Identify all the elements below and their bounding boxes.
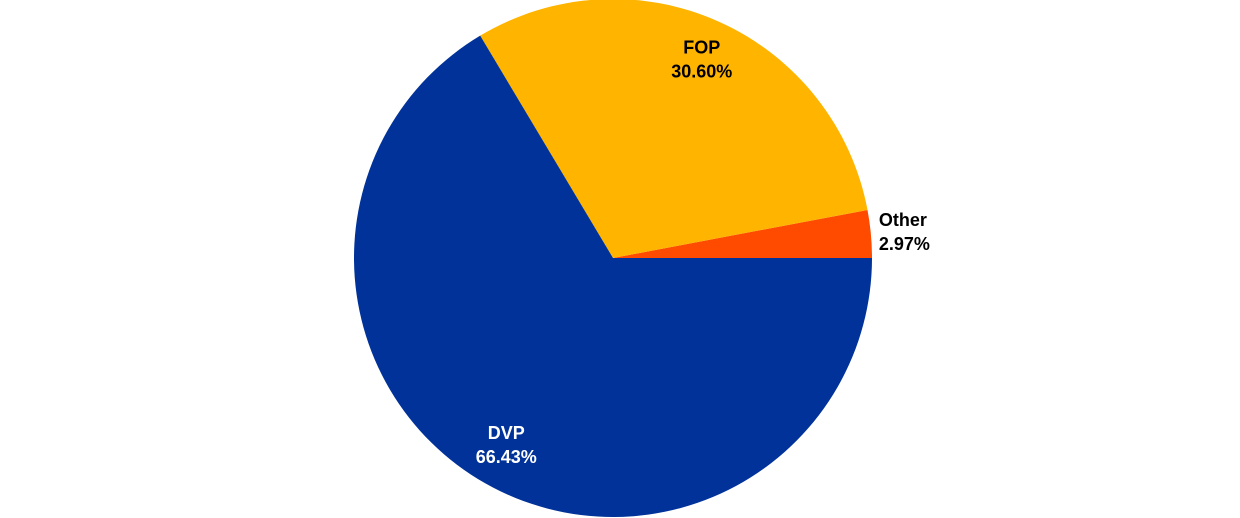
slice-label: Other bbox=[879, 210, 927, 230]
slice-value-label: 30.60% bbox=[671, 62, 732, 82]
slice-value-label: 2.97% bbox=[879, 234, 930, 254]
slice-value-label: 66.43% bbox=[476, 447, 537, 467]
pie-slice bbox=[353, 35, 872, 517]
pie-slice bbox=[613, 209, 872, 258]
pie-slice bbox=[480, 0, 868, 258]
slice-label: DVP bbox=[488, 423, 525, 443]
slice-label: FOP bbox=[683, 38, 720, 58]
